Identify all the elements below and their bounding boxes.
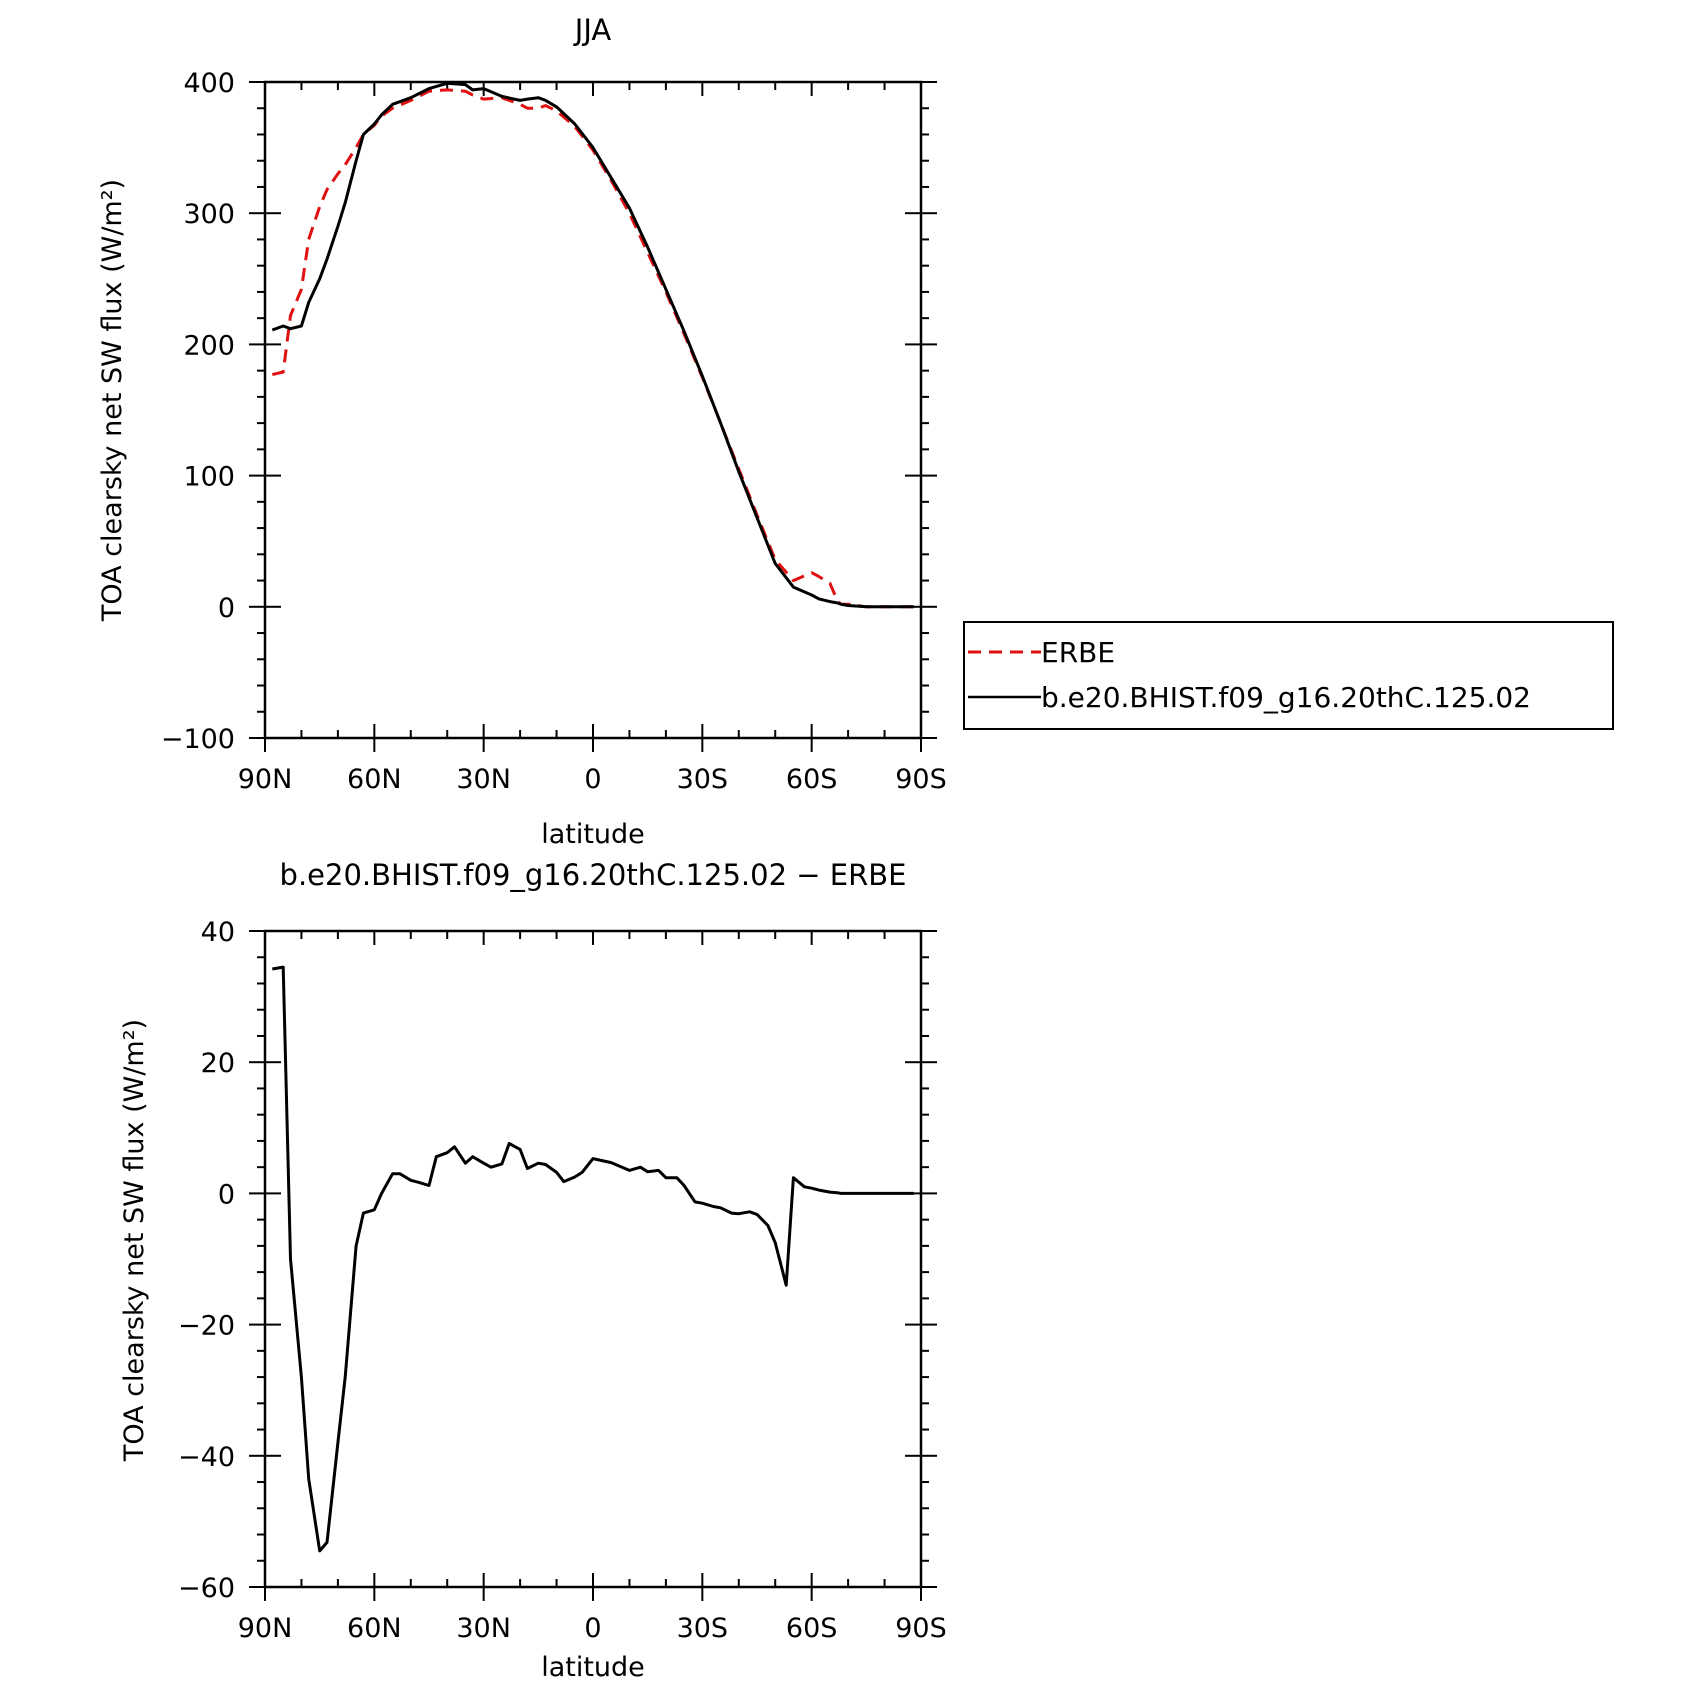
bottom-y-tick-label: −40	[178, 1442, 235, 1473]
legend-box	[963, 621, 1614, 730]
top-y-axis-title: TOA clearsky net SW flux (W/m²)	[97, 179, 128, 622]
top-series-b-e20-bhist-f09-g16-20thc-125-02-line	[271, 81, 914, 609]
bottom-y-tick-label: 20	[201, 1048, 235, 1079]
top-y-tick-label: 300	[183, 199, 235, 230]
top-y-tick-label: 100	[183, 462, 235, 493]
top-series-erbe-line	[271, 88, 914, 609]
bottom-y-axis-title: TOA clearsky net SW flux (W/m²)	[119, 1019, 150, 1462]
top-plot-frame	[263, 80, 923, 740]
top-x-tick-label: 30N	[456, 764, 511, 795]
top-y-tick-label: −100	[161, 724, 235, 755]
top-x-tick-label: 30S	[677, 764, 729, 795]
bottom-x-tick-label: 0	[584, 1613, 601, 1644]
bottom-x-tick-label: 30S	[677, 1613, 729, 1644]
top-plot-area: 90N 60N 30N 0 30S 60S 90S −100 0 100 200 300 400	[161, 68, 947, 795]
top-chart-title: JJA	[573, 13, 612, 47]
bottom-plot-frame	[263, 929, 923, 1589]
bottom-x-tick-label: 90N	[238, 1613, 293, 1644]
bottom-y-tick-label: −60	[178, 1573, 235, 1604]
legend-label-model: b.e20.BHIST.f09_g16.20thC.125.02	[1041, 681, 1531, 714]
bottom-chart-title: b.e20.BHIST.f09_g16.20thC.125.02 − ERBE	[280, 858, 907, 892]
top-y-tick-label: 400	[183, 68, 235, 99]
top-x-tick-label: 90S	[895, 764, 947, 795]
bottom-x-tick-label: 90S	[895, 1613, 947, 1644]
bottom-y-tick-label: 0	[218, 1179, 235, 1210]
bottom-plot-area: 90N 60N 30N 0 30S 60S 90S −60 −40 −20 0 20 40	[178, 917, 947, 1644]
bottom-x-tick-label: 30N	[456, 1613, 511, 1644]
top-y-tick-label: 0	[218, 593, 235, 624]
legend-label-erbe: ERBE	[1041, 636, 1115, 669]
bottom-x-tick-label: 60N	[347, 1613, 402, 1644]
bottom-y-tick-label: 40	[201, 917, 235, 948]
top-x-axis-title: latitude	[541, 819, 645, 850]
top-x-tick-label: 60N	[347, 764, 402, 795]
bottom-y-tick-label: −20	[178, 1311, 235, 1342]
bottom-x-tick-label: 60S	[786, 1613, 838, 1644]
bottom-x-axis-title: latitude	[541, 1652, 645, 1683]
top-y-tick-label: 200	[183, 330, 235, 361]
legend: ERBE b.e20.BHIST.f09_g16.20thC.125.02	[963, 621, 1614, 730]
top-x-tick-label: 0	[584, 764, 601, 795]
bottom-series-difference-line	[272, 965, 914, 1553]
top-x-tick-label: 60S	[786, 764, 838, 795]
top-x-tick-label: 90N	[238, 764, 293, 795]
